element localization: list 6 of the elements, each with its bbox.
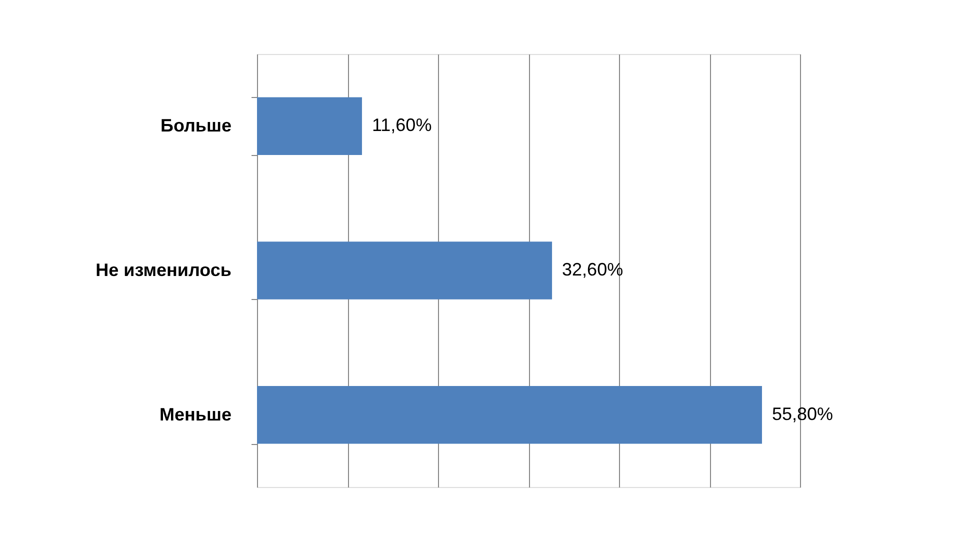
y-tick-label: Больше [160, 116, 232, 136]
y-tick-label: Меньше [160, 404, 232, 424]
y-tick-label: Не изменилось [96, 260, 232, 280]
data-label: 32,60% [562, 260, 624, 280]
data-label: 55,80% [772, 404, 834, 424]
data-label: 11,60% [372, 115, 432, 136]
